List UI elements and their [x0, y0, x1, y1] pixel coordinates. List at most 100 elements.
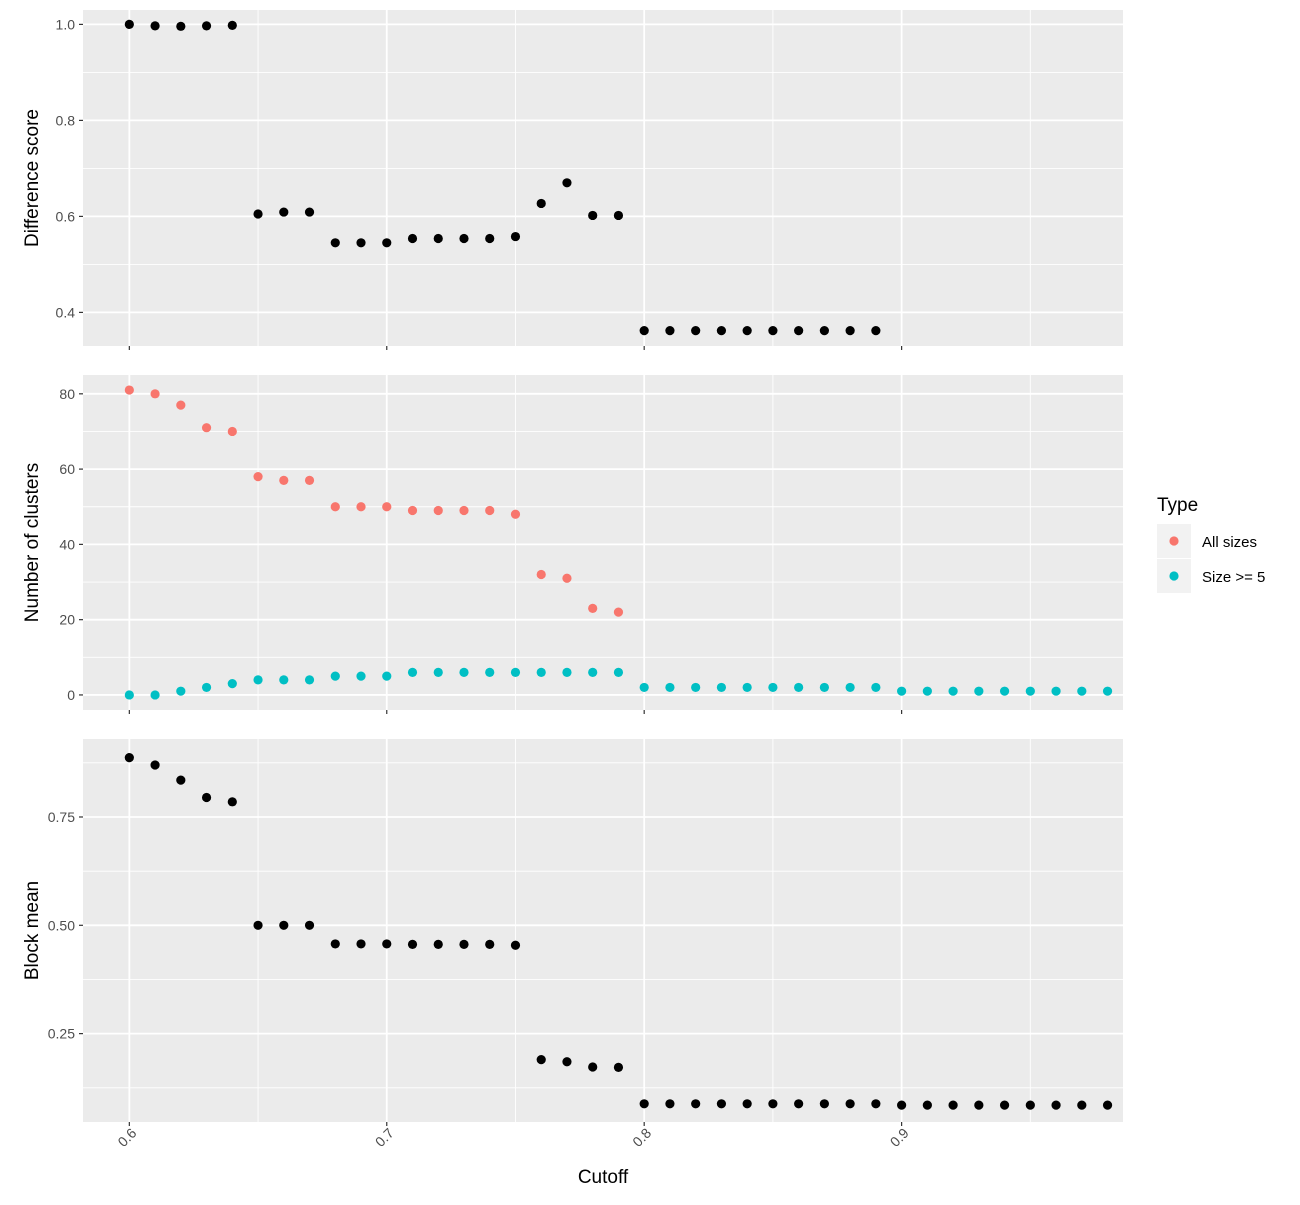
data-point: [794, 1099, 804, 1109]
data-point: [201, 792, 212, 803]
data-point: [613, 667, 624, 677]
data-point: [742, 1099, 752, 1109]
data-point: [459, 505, 469, 516]
data-point: [253, 920, 263, 930]
data-point: [794, 682, 804, 693]
data-point: [1102, 686, 1113, 696]
data-point: [124, 753, 134, 763]
data-point: [304, 675, 315, 685]
data-point: [613, 1062, 624, 1073]
data-point: [1102, 1100, 1113, 1110]
y-tick-label: 60: [59, 461, 75, 477]
data-point: [433, 939, 443, 949]
x-tick-label: 0.8: [629, 1125, 654, 1150]
y-tick-label: 0.25: [48, 1026, 75, 1042]
data-point: [150, 690, 160, 700]
data-point: [253, 209, 263, 219]
data-point: [922, 1100, 932, 1110]
x-tick-label: 0.6: [114, 1125, 139, 1150]
y-tick-label: 0.4: [56, 304, 76, 320]
y-tick-label: 0.8: [56, 112, 76, 128]
data-point: [974, 1100, 984, 1110]
data-point: [588, 603, 598, 613]
y-tick-label: 20: [59, 612, 75, 628]
data-point: [768, 682, 778, 693]
data-point: [485, 505, 495, 516]
data-point: [562, 178, 572, 188]
data-point: [845, 682, 855, 693]
data-point: [639, 1099, 649, 1109]
data-point: [356, 939, 366, 949]
data-point: [1051, 686, 1061, 696]
data-point: [124, 19, 134, 29]
data-point: [227, 797, 237, 807]
data-point: [691, 1099, 701, 1109]
data-point: [639, 682, 649, 693]
data-point: [510, 509, 521, 519]
data-point: [819, 326, 829, 336]
data-point: [459, 233, 469, 244]
panel-background: [83, 10, 1123, 346]
data-point: [201, 423, 212, 433]
data-point: [124, 690, 134, 700]
data-point: [897, 1100, 907, 1110]
data-point: [382, 939, 392, 949]
legend-title: Type: [1157, 495, 1198, 516]
data-point: [201, 21, 212, 31]
data-point: [201, 682, 212, 693]
data-point: [716, 682, 727, 693]
x-axis-title: Cutoff: [578, 1167, 629, 1188]
data-point: [279, 675, 289, 685]
data-point: [665, 326, 675, 336]
data-point: [588, 1062, 598, 1072]
panel-background: [83, 739, 1123, 1122]
data-point: [819, 1099, 829, 1109]
data-point: [562, 573, 572, 583]
legend-key-point: [1169, 571, 1179, 581]
data-point: [150, 760, 160, 770]
data-point: [742, 326, 752, 336]
data-point: [304, 920, 315, 930]
data-point: [124, 385, 134, 395]
data-point: [562, 1057, 572, 1067]
data-point: [922, 686, 932, 696]
y-axis-title: Block mean: [22, 881, 43, 980]
x-tick-label: 0.7: [372, 1125, 397, 1150]
data-point: [382, 238, 392, 248]
x-tick-label: 0.9: [887, 1125, 912, 1150]
data-point: [330, 939, 340, 949]
y-tick-label: 1.0: [56, 16, 76, 32]
data-point: [845, 326, 855, 336]
data-point: [794, 326, 804, 336]
y-tick-label: 0.75: [48, 809, 75, 825]
data-point: [356, 502, 366, 512]
data-point: [279, 920, 289, 930]
legend-key-point: [1169, 536, 1179, 546]
data-point: [485, 233, 495, 244]
data-point: [1077, 1100, 1087, 1110]
data-point: [279, 475, 289, 485]
data-point: [845, 1099, 855, 1109]
data-point: [382, 502, 392, 512]
panel-background: [83, 375, 1123, 710]
data-point: [999, 1100, 1010, 1110]
data-point: [639, 326, 649, 336]
data-point: [150, 389, 160, 399]
data-point: [665, 682, 675, 693]
data-point: [330, 238, 340, 248]
data-point: [871, 682, 881, 693]
data-point: [176, 21, 186, 31]
data-point: [485, 667, 495, 677]
data-point: [433, 667, 443, 677]
legend-label: All sizes: [1202, 534, 1257, 551]
data-point: [304, 207, 315, 217]
data-point: [536, 1055, 546, 1065]
data-point: [407, 939, 418, 949]
data-point: [871, 1099, 881, 1109]
data-point: [407, 667, 418, 677]
data-point: [176, 775, 186, 785]
data-point: [253, 472, 263, 482]
data-point: [716, 1099, 727, 1109]
y-tick-label: 0.50: [48, 917, 75, 933]
